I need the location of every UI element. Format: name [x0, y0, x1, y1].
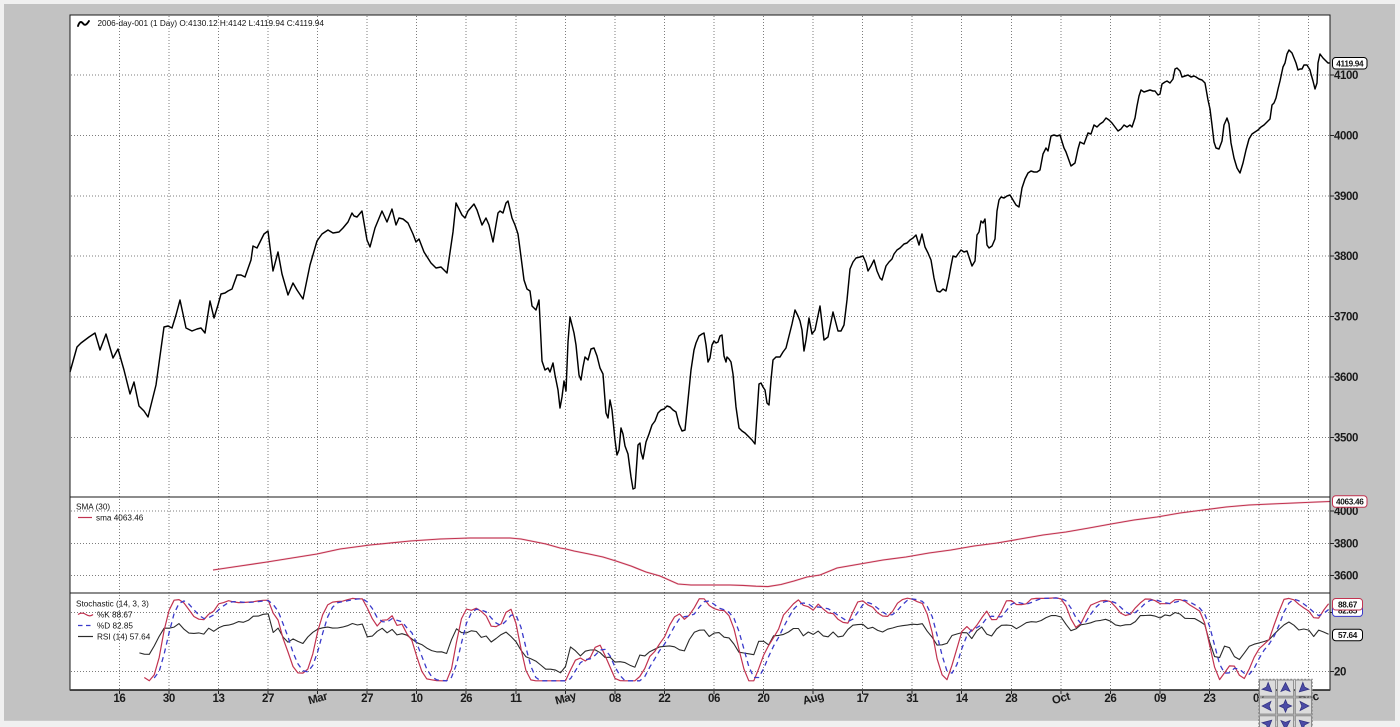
- svg-text:28: 28: [1005, 693, 1018, 705]
- svg-text:20: 20: [1334, 666, 1346, 678]
- svg-text:Oct: Oct: [1051, 691, 1072, 707]
- svg-text:Stochastic (14, 3, 3): Stochastic (14, 3, 3): [76, 600, 149, 609]
- svg-text:20: 20: [758, 693, 770, 705]
- svg-text:31: 31: [906, 693, 919, 705]
- svg-text:23: 23: [1204, 693, 1216, 705]
- svg-text:16: 16: [113, 693, 125, 705]
- svg-text:30: 30: [163, 693, 175, 705]
- svg-text:3600: 3600: [1334, 571, 1358, 583]
- svg-text:13: 13: [213, 693, 225, 705]
- svg-text:4063.46: 4063.46: [1336, 498, 1364, 507]
- svg-text:4000: 4000: [1334, 130, 1358, 142]
- svg-text:88.67: 88.67: [1338, 600, 1358, 609]
- svg-text:4100: 4100: [1334, 70, 1358, 82]
- svg-text:14: 14: [956, 693, 969, 705]
- svg-text:82.85: 82.85: [1338, 607, 1358, 616]
- svg-text:Mar: Mar: [307, 690, 330, 707]
- svg-text:%D 82.85: %D 82.85: [97, 622, 133, 631]
- svg-text:2006-day-001 (1 Day) O:4130.12: 2006-day-001 (1 Day) O:4130.12 H:4142 L:…: [98, 19, 325, 28]
- svg-text:Aug: Aug: [802, 690, 826, 707]
- svg-text:10: 10: [411, 693, 423, 705]
- svg-text:27: 27: [361, 693, 373, 705]
- svg-text:3500: 3500: [1334, 432, 1358, 444]
- svg-text:26: 26: [1104, 693, 1116, 705]
- svg-text:11: 11: [510, 693, 522, 705]
- svg-text:4119.94: 4119.94: [1336, 59, 1364, 68]
- svg-text:22: 22: [658, 693, 670, 705]
- svg-text:06: 06: [708, 693, 720, 705]
- svg-text:4000: 4000: [1334, 506, 1358, 518]
- svg-text:08: 08: [609, 693, 622, 705]
- svg-text:RSI (14) 57.64: RSI (14) 57.64: [97, 633, 151, 642]
- svg-text:May: May: [554, 690, 579, 707]
- svg-text:3700: 3700: [1334, 312, 1358, 324]
- svg-text:27: 27: [262, 693, 274, 705]
- svg-text:%K 88.67: %K 88.67: [97, 611, 133, 620]
- svg-text:SMA (30): SMA (30): [76, 503, 110, 512]
- svg-text:09: 09: [1154, 693, 1166, 705]
- svg-text:3800: 3800: [1334, 251, 1358, 263]
- svg-text:3800: 3800: [1334, 538, 1358, 550]
- svg-text:3900: 3900: [1334, 191, 1358, 203]
- svg-text:sma 4063.46: sma 4063.46: [96, 514, 144, 523]
- svg-text:26: 26: [460, 693, 472, 705]
- svg-text:3600: 3600: [1334, 372, 1358, 384]
- svg-text:57.64: 57.64: [1338, 631, 1358, 640]
- svg-text:17: 17: [857, 693, 869, 705]
